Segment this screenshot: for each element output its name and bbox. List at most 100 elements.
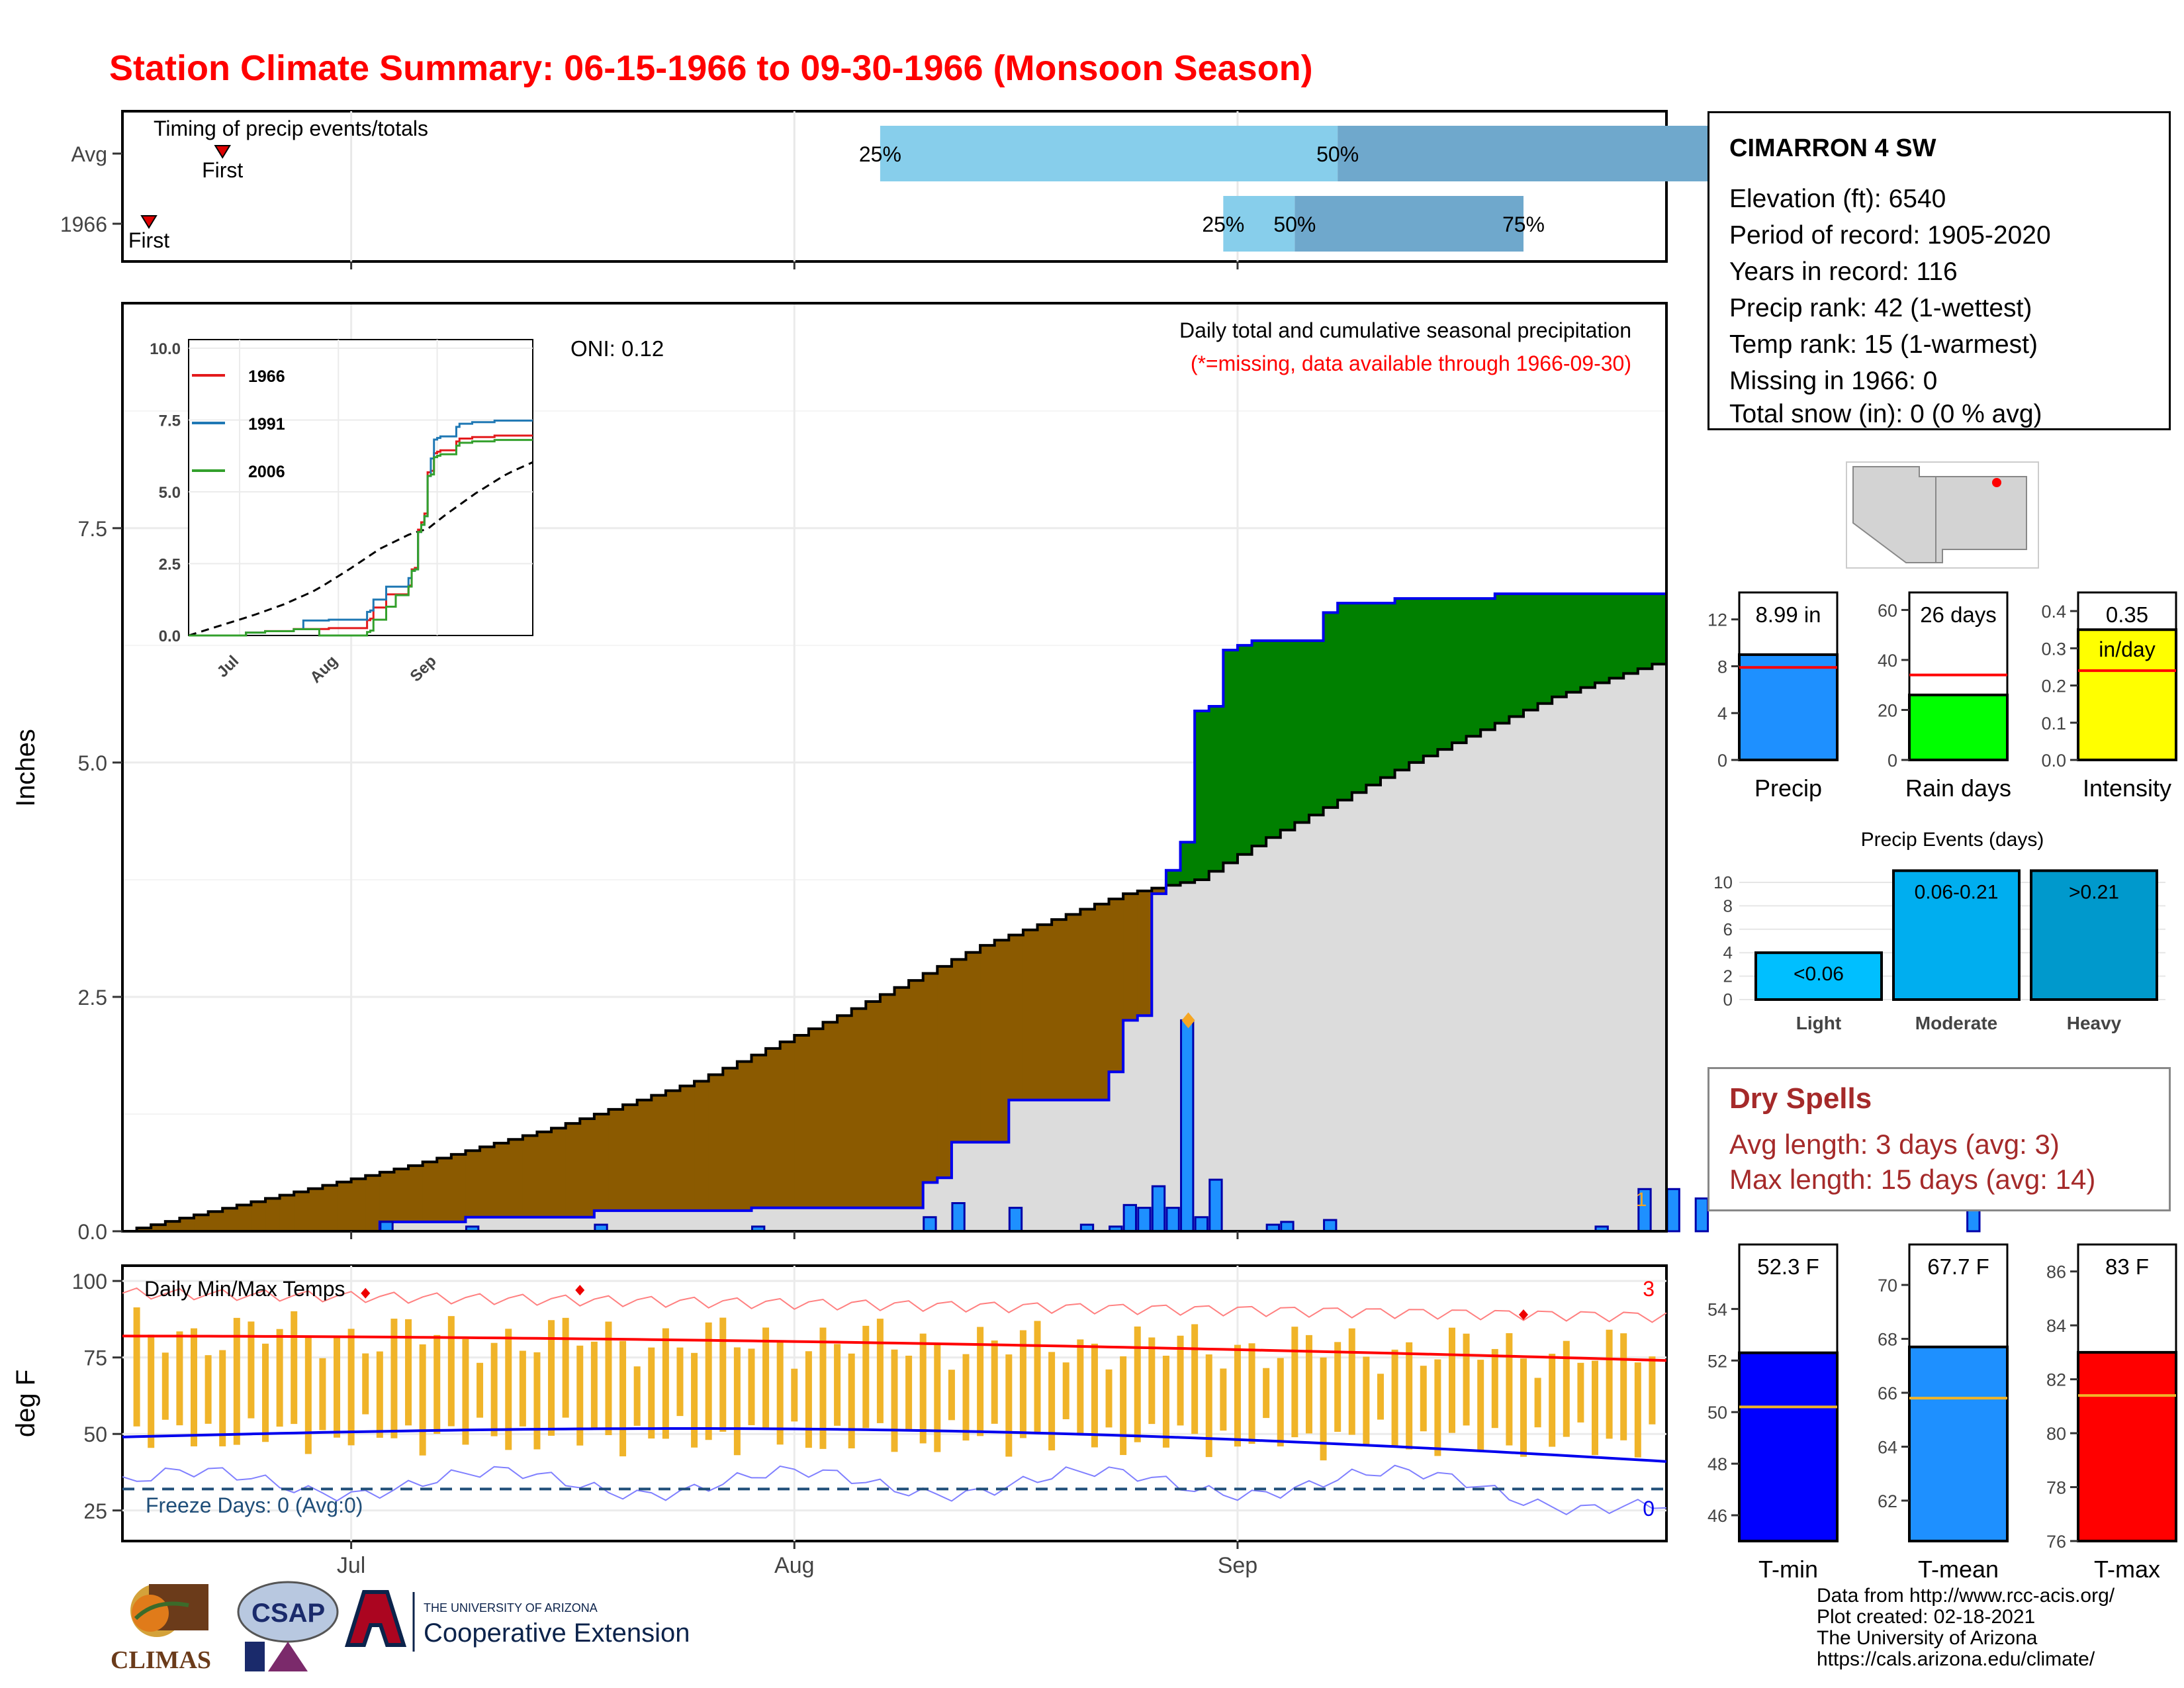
surplus-area — [1437, 598, 1453, 750]
precip-legend-title: Daily total and cumulative seasonal prec… — [1179, 318, 1631, 342]
events-ytick-label-3: 6 — [1723, 919, 1733, 939]
daily-temp-range-bar — [362, 1353, 369, 1415]
timing-p50-0: 50% — [1316, 142, 1359, 166]
surplus-area — [1423, 598, 1438, 757]
surplus-area — [1223, 649, 1238, 863]
events-bar-moderate — [1892, 869, 2021, 1001]
deficit-area — [937, 966, 952, 1178]
precip-ytick-label-3: 7.5 — [78, 517, 107, 541]
timing-q50-q75-bar-1 — [1295, 196, 1524, 252]
map-states — [1852, 466, 2027, 563]
station-missing: Missing in 1966: 0 — [1729, 367, 1938, 395]
daily-precip-bar — [1008, 1207, 1023, 1233]
daily-temp-range-bar — [519, 1350, 526, 1427]
daily-temp-range-bar — [1091, 1343, 1098, 1448]
deficit-area — [136, 1228, 152, 1231]
tmin-ytick-label-2: 50 — [1707, 1403, 1727, 1423]
daily-temp-range-bar — [1291, 1327, 1298, 1438]
daily-temp-range-bar — [719, 1317, 727, 1432]
surplus-area — [1208, 706, 1224, 872]
daily-precip-bar — [1151, 1185, 1166, 1233]
daily-temp-range-bar — [948, 1370, 955, 1421]
record-marker-0 — [361, 1288, 371, 1299]
precip-ytick-label-0: 0.0 — [78, 1220, 107, 1244]
daily-precip-bar — [1694, 1197, 1709, 1233]
inset-legend-label-1991: 1991 — [248, 415, 285, 434]
daily-temp-range-bar — [533, 1352, 541, 1450]
daily-temp-range-bar — [1377, 1374, 1384, 1420]
surplus-area — [1394, 598, 1410, 771]
deficit-area — [222, 1208, 238, 1231]
temp-ylabel: deg F — [11, 1370, 40, 1437]
rain-days-label: Rain days — [1905, 774, 2011, 802]
daily-temp-range-bar — [862, 1325, 870, 1429]
daily-temp-range-bar — [1248, 1343, 1255, 1444]
daily-temp-range-bar — [1062, 1362, 1069, 1419]
inset-ytick-label-3: 7.5 — [159, 412, 181, 430]
timing-label: Timing of precip events/totals — [154, 117, 428, 140]
precip-ytick-label-3: 12 — [1707, 610, 1727, 630]
station-location-marker — [1992, 478, 2001, 487]
temp-ytick-label-2: 75 — [83, 1346, 107, 1370]
daily-temp-range-bar — [1506, 1333, 1513, 1446]
surplus-area — [1351, 603, 1367, 793]
daily-temp-range-bar — [1520, 1358, 1527, 1457]
timing-first-marker-1 — [140, 215, 158, 229]
daily-temp-range-bar — [419, 1344, 426, 1456]
deficit-area — [165, 1221, 181, 1231]
intensity-ytick-label-0: 0.0 — [2041, 751, 2066, 771]
inset-legend-label-2006: 2006 — [248, 463, 285, 481]
tmax-ytick-label-1: 78 — [2046, 1478, 2066, 1498]
deficit-area — [723, 1068, 738, 1211]
tmax-ytick-label-0: 76 — [2046, 1532, 2066, 1552]
daily-temp-range-bar — [1491, 1348, 1498, 1429]
inset-ytick-label-0: 0.0 — [159, 628, 181, 645]
daily-temp-range-bar — [405, 1319, 412, 1426]
daily-temp-range-bar — [205, 1355, 212, 1424]
daily-temp-range-bar — [376, 1351, 383, 1438]
timing-p75-1: 75% — [1502, 212, 1545, 236]
precip-label: Precip — [1754, 774, 1822, 802]
daily-temp-range-bar — [705, 1322, 712, 1440]
daily-temp-range-bar — [1019, 1330, 1026, 1438]
tmax-ytick-label-5: 86 — [2046, 1262, 2066, 1282]
deficit-area — [637, 1100, 652, 1211]
daily-temp-range-bar — [934, 1343, 941, 1452]
credit-source: Data from http://www.rcc-acis.org/ — [1817, 1585, 2115, 1607]
events-xtick-label-light: Light — [1796, 1013, 1841, 1033]
daily-temp-range-bar — [133, 1307, 140, 1427]
inset-ytick-label-1: 2.5 — [159, 556, 181, 574]
surplus-area — [1366, 603, 1381, 785]
surplus-area — [1266, 640, 1281, 838]
inset-legend-label-1966: 1966 — [248, 367, 285, 386]
events-bar-label-heavy: >0.21 — [2069, 881, 2119, 903]
surplus-area — [1165, 870, 1181, 886]
surplus-area — [1523, 594, 1539, 710]
deficit-area — [565, 1123, 580, 1217]
average-cumulative-line — [122, 663, 1666, 1233]
deficit-area — [337, 1182, 352, 1231]
deficit-area — [151, 1225, 166, 1231]
max-precip-marker — [1181, 1012, 1195, 1029]
precip-bar — [1738, 653, 1839, 762]
daily-temp-range-bar — [1577, 1362, 1584, 1423]
precip-ylabel: Inches — [11, 729, 40, 807]
daily-temp-range-bar — [776, 1342, 784, 1445]
rain-days-ytick-label-1: 20 — [1878, 700, 1897, 720]
daily-temp-range-bar — [1549, 1354, 1556, 1447]
events-bar-label-moderate: 0.06-0.21 — [1915, 881, 1999, 903]
daily-temp-range-bar — [733, 1347, 741, 1456]
ua-big-text: Cooperative Extension — [424, 1618, 690, 1648]
daily-temp-range-bar — [347, 1329, 355, 1446]
tmean-ytick-label-1: 64 — [1878, 1437, 1897, 1457]
surplus-area — [1537, 594, 1553, 704]
daily-temp-range-bar — [1205, 1354, 1212, 1458]
daily-temp-range-bar — [1220, 1368, 1227, 1431]
tmean-ytick-label-4: 70 — [1878, 1276, 1897, 1295]
intensity-bar — [2077, 628, 2177, 761]
events-bar-label-light: <0.06 — [1794, 963, 1844, 985]
inset-series-2006 — [189, 439, 533, 637]
deficit-area — [408, 1165, 424, 1222]
deficit-area — [694, 1081, 709, 1211]
station-snow: Total snow (in): 0 (0 % avg) — [1729, 400, 2042, 428]
